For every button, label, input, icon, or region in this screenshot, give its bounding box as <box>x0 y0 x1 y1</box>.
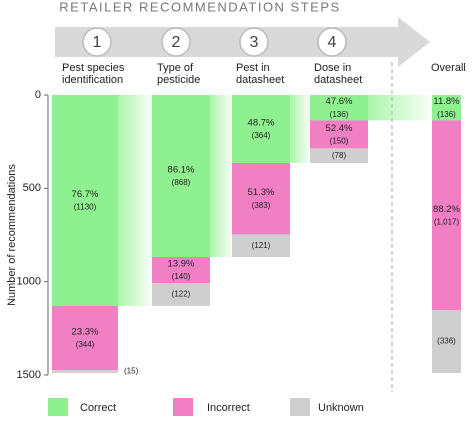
count-label: (122) <box>172 290 191 299</box>
bar-segment <box>152 95 210 258</box>
bar-segment <box>52 305 118 371</box>
bar-segment <box>232 95 290 163</box>
flow-band <box>118 95 152 306</box>
bar-segment <box>152 283 210 306</box>
count-label: (364) <box>252 131 271 140</box>
count-label: (868) <box>172 178 191 187</box>
category-label: Dose in datasheet <box>314 62 363 86</box>
legend-label: Incorrect <box>207 402 250 414</box>
bar-segment <box>152 257 210 284</box>
bar-segment <box>432 310 461 373</box>
legend-swatch <box>48 398 68 416</box>
percent-label: 51.3% <box>248 187 275 198</box>
legend-swatch <box>290 398 310 416</box>
count-label: (336) <box>437 337 456 346</box>
step-circle <box>317 27 347 57</box>
category-label: Overall <box>431 62 466 74</box>
step-number: 1 <box>93 34 102 51</box>
count-label: (1,017) <box>434 217 460 226</box>
percent-label: 13.9% <box>168 259 195 270</box>
y-tick-label: 500 <box>23 182 41 194</box>
count-label: (15) <box>124 367 139 376</box>
percent-label: 88.2% <box>433 204 460 215</box>
bar-segment <box>310 148 368 163</box>
count-label: (1130) <box>74 203 97 212</box>
legend-swatch <box>173 398 193 416</box>
y-tick-label: 1000 <box>17 276 41 288</box>
percent-label: 23.3% <box>72 327 99 338</box>
legend-label: Correct <box>80 402 116 414</box>
step-number: 4 <box>328 34 337 51</box>
count-label: (78) <box>332 151 347 160</box>
percent-label: 86.1% <box>168 165 195 176</box>
category-label: Pest species identification <box>62 62 125 86</box>
bar-segment <box>310 95 368 121</box>
bar-segment <box>52 370 118 373</box>
bar-segment <box>232 162 290 235</box>
bar-segment <box>432 95 461 121</box>
legend-label: Unknown <box>318 402 364 414</box>
step-circle <box>82 27 112 57</box>
count-label: (150) <box>330 136 349 145</box>
percent-label: 76.7% <box>72 189 99 200</box>
bar-segment <box>310 120 368 149</box>
count-label: (136) <box>437 110 456 119</box>
category-label: Pest in datasheet <box>236 62 285 86</box>
steps-title: RETAILER RECOMMENDATION STEPS <box>59 0 340 14</box>
bar-segment <box>232 234 290 258</box>
step-circle <box>239 27 269 57</box>
step-number: 3 <box>250 34 259 51</box>
bar-segment <box>52 95 118 306</box>
bar-segment <box>432 120 461 311</box>
flow-band <box>368 95 432 121</box>
flow-band <box>290 95 310 163</box>
step-number: 2 <box>172 34 181 51</box>
count-label: (383) <box>252 201 271 210</box>
count-label: (344) <box>76 340 95 349</box>
step-circle <box>161 27 191 57</box>
category-label: Type of pesticide <box>157 62 201 86</box>
y-tick-label: 0 <box>35 89 41 101</box>
percent-label: 52.4% <box>326 123 353 134</box>
percent-label: 48.7% <box>248 117 275 128</box>
percent-label: 11.8% <box>433 96 460 107</box>
y-tick-label: 1500 <box>17 369 41 381</box>
count-label: (136) <box>330 110 349 119</box>
percent-label: 47.6% <box>326 96 353 107</box>
y-axis-title: Number of recommendations <box>6 164 18 306</box>
count-label: (140) <box>172 272 191 281</box>
flow-band <box>210 95 232 258</box>
count-label: (121) <box>252 241 271 250</box>
